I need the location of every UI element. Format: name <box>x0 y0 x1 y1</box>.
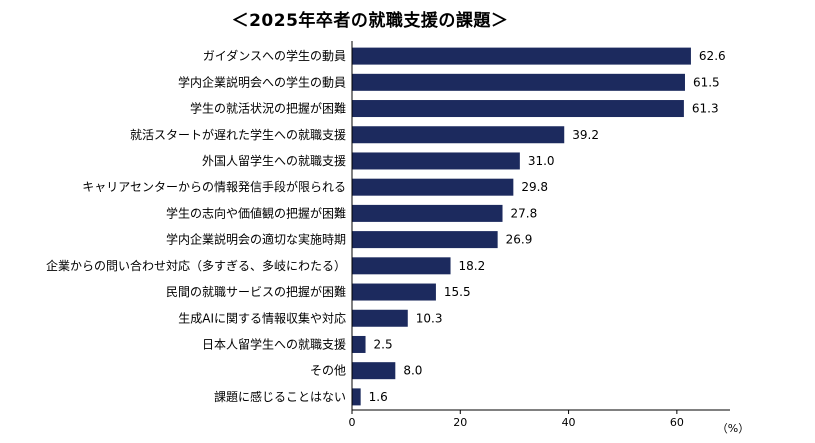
category-label: 就活スタートが遅れた学生への就職支援 <box>130 127 346 142</box>
category-label: 学内企業説明会への学生の動員 <box>178 74 346 89</box>
category-label: 生成AIに関する情報収集や対応 <box>178 310 346 325</box>
bar <box>352 100 684 118</box>
category-label: 学内企業説明会の適切な実施時期 <box>166 232 346 247</box>
bar <box>352 257 451 275</box>
bar <box>352 126 565 144</box>
value-label: 26.9 <box>506 233 533 247</box>
x-tick-label: 20 <box>453 416 467 429</box>
bar <box>352 178 514 196</box>
bar <box>352 283 436 301</box>
bar <box>352 362 396 380</box>
bar <box>352 47 691 65</box>
bar <box>352 152 520 170</box>
value-label: 18.2 <box>459 259 486 273</box>
value-label: 1.6 <box>369 390 388 404</box>
x-tick-label: 60 <box>670 416 684 429</box>
bar <box>352 388 361 406</box>
category-label: 課題に感じることはない <box>214 389 346 404</box>
value-label: 2.5 <box>374 337 393 351</box>
value-label: 61.3 <box>692 102 719 116</box>
category-label: 外国人留学生への就職支援 <box>202 153 346 168</box>
value-label: 29.8 <box>521 180 548 194</box>
category-label: 民間の就職サービスの把握が困難 <box>166 284 346 299</box>
category-label: キャリアセンターからの情報発信手段が限られる <box>82 179 346 194</box>
category-label: その他 <box>310 364 346 378</box>
category-label: 日本人留学生への就職支援 <box>202 336 346 351</box>
value-label: 31.0 <box>528 154 555 168</box>
category-label: ガイダンスへの学生の動員 <box>203 48 346 63</box>
bar <box>352 309 408 327</box>
x-tick-label: 40 <box>562 416 576 429</box>
unit-label: （%） <box>717 422 749 435</box>
value-label: 15.5 <box>444 285 471 299</box>
value-label: 27.8 <box>511 206 538 220</box>
value-label: 61.5 <box>693 75 720 89</box>
x-tick-label: 0 <box>349 416 356 429</box>
category-label: 企業からの問い合わせ対応（多すぎる、多岐にわたる） <box>46 258 346 273</box>
bar <box>352 335 366 353</box>
value-label: 8.0 <box>403 364 422 378</box>
chart-title: ＜2025年卒者の就職支援の課題＞ <box>231 11 509 31</box>
value-label: 39.2 <box>572 128 599 142</box>
category-label: 学生の就活状況の把握が困難 <box>190 101 346 116</box>
bar <box>352 73 685 91</box>
value-label: 10.3 <box>416 311 443 325</box>
bar <box>352 231 498 249</box>
value-label: 62.6 <box>699 49 726 63</box>
bar <box>352 204 503 222</box>
category-label: 学生の志向や価値観の把握が困難 <box>166 205 346 220</box>
